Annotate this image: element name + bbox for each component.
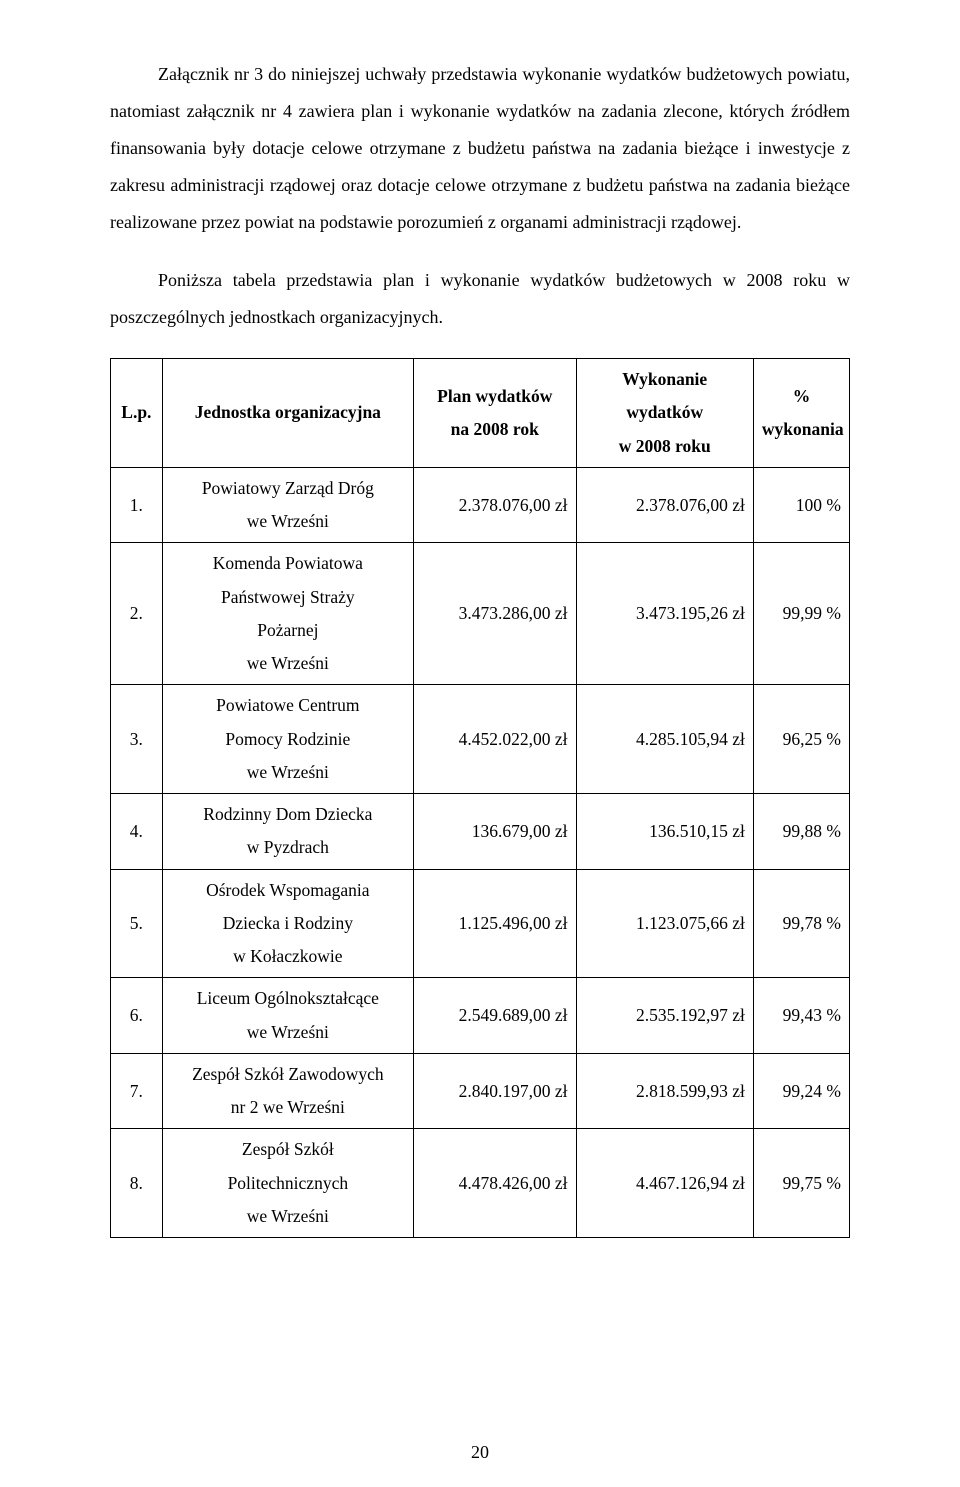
cell-lp: 2. <box>111 543 163 685</box>
table-header-row: L.p. Jednostka organizacyjna Plan wydatk… <box>111 359 850 468</box>
cell-lp: 1. <box>111 467 163 543</box>
th-exec-bottom: w 2008 roku <box>585 430 745 463</box>
cell-pct: 96,25 % <box>753 685 849 794</box>
cell-pct: 99,24 % <box>753 1053 849 1129</box>
document-page: Załącznik nr 3 do niniejszej uchwały prz… <box>0 0 960 1487</box>
cell-pct: 99,78 % <box>753 869 849 978</box>
cell-plan: 136.679,00 zł <box>413 794 576 870</box>
table-body: 1.Powiatowy Zarząd Drógwe Wrześni2.378.0… <box>111 467 850 1237</box>
cell-unit: Liceum Ogólnokształcącewe Wrześni <box>162 978 413 1054</box>
cell-unit: Zespół Szkół Zawodowychnr 2 we Wrześni <box>162 1053 413 1129</box>
table-row: 2.Komenda PowiatowaPaństwowej StrażyPoża… <box>111 543 850 685</box>
th-lp: L.p. <box>111 359 163 468</box>
cell-plan: 2.549.689,00 zł <box>413 978 576 1054</box>
cell-unit: Rodzinny Dom Dzieckaw Pyzdrach <box>162 794 413 870</box>
th-plan: Plan wydatków na 2008 rok <box>413 359 576 468</box>
th-exec: Wykonanie wydatków w 2008 roku <box>576 359 753 468</box>
table-row: 6.Liceum Ogólnokształcącewe Wrześni2.549… <box>111 978 850 1054</box>
cell-plan: 2.378.076,00 zł <box>413 467 576 543</box>
cell-pct: 99,99 % <box>753 543 849 685</box>
cell-unit: Komenda PowiatowaPaństwowej StrażyPożarn… <box>162 543 413 685</box>
paragraph-2: Poniższa tabela przedstawia plan i wykon… <box>110 262 850 336</box>
cell-plan: 1.125.496,00 zł <box>413 869 576 978</box>
table-row: 7.Zespół Szkół Zawodowychnr 2 we Wrześni… <box>111 1053 850 1129</box>
cell-pct: 99,88 % <box>753 794 849 870</box>
cell-unit: Ośrodek WspomaganiaDziecka i Rodzinyw Ko… <box>162 869 413 978</box>
cell-unit: Powiatowy Zarząd Drógwe Wrześni <box>162 467 413 543</box>
table-row: 1.Powiatowy Zarząd Drógwe Wrześni2.378.0… <box>111 467 850 543</box>
table-row: 3.Powiatowe CentrumPomocy Rodziniewe Wrz… <box>111 685 850 794</box>
cell-pct: 100 % <box>753 467 849 543</box>
cell-exec: 2.535.192,97 zł <box>576 978 753 1054</box>
page-number: 20 <box>0 1442 960 1463</box>
cell-exec: 136.510,15 zł <box>576 794 753 870</box>
th-plan-top: Plan wydatków <box>422 380 568 413</box>
cell-lp: 6. <box>111 978 163 1054</box>
th-pct: % wykonania <box>753 359 849 468</box>
cell-pct: 99,75 % <box>753 1129 849 1238</box>
cell-exec: 2.378.076,00 zł <box>576 467 753 543</box>
cell-plan: 3.473.286,00 zł <box>413 543 576 685</box>
cell-unit: Powiatowe CentrumPomocy Rodziniewe Wrześ… <box>162 685 413 794</box>
cell-pct: 99,43 % <box>753 978 849 1054</box>
cell-plan: 2.840.197,00 zł <box>413 1053 576 1129</box>
cell-exec: 2.818.599,93 zł <box>576 1053 753 1129</box>
cell-lp: 8. <box>111 1129 163 1238</box>
cell-exec: 4.285.105,94 zł <box>576 685 753 794</box>
cell-lp: 5. <box>111 869 163 978</box>
cell-exec: 1.123.075,66 zł <box>576 869 753 978</box>
paragraph-1: Załącznik nr 3 do niniejszej uchwały prz… <box>110 56 850 240</box>
cell-exec: 4.467.126,94 zł <box>576 1129 753 1238</box>
table-row: 4.Rodzinny Dom Dzieckaw Pyzdrach136.679,… <box>111 794 850 870</box>
th-plan-bottom: na 2008 rok <box>422 413 568 446</box>
expenditure-table: L.p. Jednostka organizacyjna Plan wydatk… <box>110 358 850 1238</box>
cell-lp: 7. <box>111 1053 163 1129</box>
cell-lp: 4. <box>111 794 163 870</box>
cell-plan: 4.478.426,00 zł <box>413 1129 576 1238</box>
table-row: 5.Ośrodek WspomaganiaDziecka i Rodzinyw … <box>111 869 850 978</box>
cell-lp: 3. <box>111 685 163 794</box>
cell-plan: 4.452.022,00 zł <box>413 685 576 794</box>
cell-unit: Zespół SzkółPolitechnicznychwe Wrześni <box>162 1129 413 1238</box>
th-exec-top: Wykonanie wydatków <box>585 363 745 430</box>
table-row: 8.Zespół SzkółPolitechnicznychwe Wrześni… <box>111 1129 850 1238</box>
th-pct-top: % <box>762 380 841 413</box>
th-unit: Jednostka organizacyjna <box>162 359 413 468</box>
th-pct-bottom: wykonania <box>762 413 841 446</box>
cell-exec: 3.473.195,26 zł <box>576 543 753 685</box>
